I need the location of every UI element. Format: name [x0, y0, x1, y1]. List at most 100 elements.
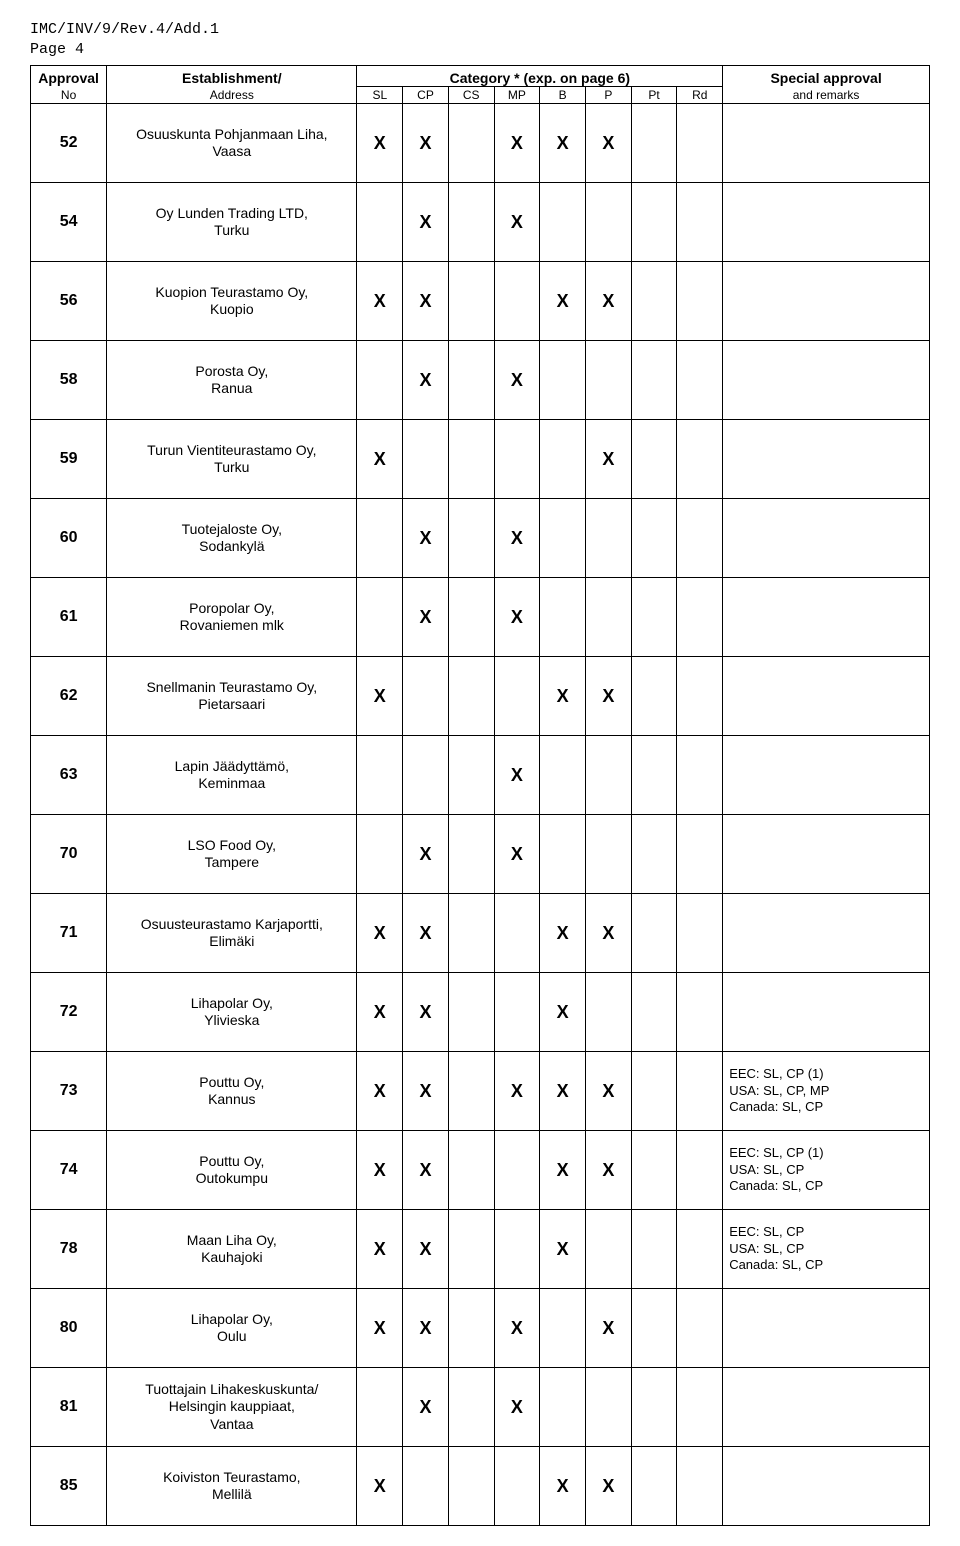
- establishment-name: Lihapolar Oy,: [111, 995, 352, 1013]
- cat-p-cell: [585, 1210, 631, 1289]
- cat-rd-cell: [677, 1368, 723, 1447]
- cat-cp-cell: X: [403, 1289, 449, 1368]
- header-cat-pt: Pt: [631, 87, 677, 104]
- approval-no: 85: [31, 1447, 107, 1526]
- cat-b-cell: X: [540, 1447, 586, 1526]
- cat-p-cell: X: [585, 420, 631, 499]
- header-category-group: Category * (exp. on page 6): [357, 66, 723, 87]
- establishment-cell: LSO Food Oy,Tampere: [107, 815, 357, 894]
- table-row: 63Lapin Jäädyttämö,KeminmaaX: [31, 736, 930, 815]
- cat-cp-cell: X: [403, 341, 449, 420]
- approval-no: 54: [31, 183, 107, 262]
- establishment-address: Oulu: [111, 1328, 352, 1346]
- cat-cp-cell: X: [403, 499, 449, 578]
- approval-no: 71: [31, 894, 107, 973]
- cat-b-cell: [540, 1289, 586, 1368]
- cat-mp-cell: [494, 1210, 540, 1289]
- cat-sl-cell: X: [357, 1052, 403, 1131]
- cat-b-cell: X: [540, 1052, 586, 1131]
- remarks-cell: EEC: SL, CP (1) USA: SL, CP Canada: SL, …: [723, 1131, 930, 1210]
- cat-cs-cell: [448, 420, 494, 499]
- cat-pt-cell: [631, 1447, 677, 1526]
- header-remarks-bottom: and remarks: [723, 87, 930, 104]
- establishment-name: Snellmanin Teurastamo Oy,: [111, 679, 352, 697]
- approval-no: 80: [31, 1289, 107, 1368]
- cat-rd-cell: [677, 341, 723, 420]
- approval-no: 73: [31, 1052, 107, 1131]
- approval-no: 81: [31, 1368, 107, 1447]
- cat-p-cell: X: [585, 894, 631, 973]
- table-row: 58Porosta Oy,RanuaXX: [31, 341, 930, 420]
- header-cat-b: B: [540, 87, 586, 104]
- header-cat-cp: CP: [403, 87, 449, 104]
- cat-rd-cell: [677, 815, 723, 894]
- establishment-cell: Pouttu Oy,Kannus: [107, 1052, 357, 1131]
- establishment-address: Elimäki: [111, 933, 352, 951]
- cat-sl-cell: [357, 815, 403, 894]
- cat-cs-cell: [448, 104, 494, 183]
- cat-b-cell: [540, 420, 586, 499]
- cat-sl-cell: X: [357, 1447, 403, 1526]
- cat-rd-cell: [677, 499, 723, 578]
- establishment-cell: Oy Lunden Trading LTD,Turku: [107, 183, 357, 262]
- table-row: 52Osuuskunta Pohjanmaan Liha,VaasaXXXXX: [31, 104, 930, 183]
- cat-p-cell: [585, 499, 631, 578]
- cat-rd-cell: [677, 420, 723, 499]
- approval-no: 52: [31, 104, 107, 183]
- approval-no: 62: [31, 657, 107, 736]
- table-row: 54Oy Lunden Trading LTD,TurkuXX: [31, 183, 930, 262]
- establishment-cell: Kuopion Teurastamo Oy,Kuopio: [107, 262, 357, 341]
- cat-sl-cell: X: [357, 1131, 403, 1210]
- cat-rd-cell: [677, 1052, 723, 1131]
- cat-p-cell: X: [585, 1289, 631, 1368]
- cat-mp-cell: X: [494, 499, 540, 578]
- header-cat-cs: CS: [448, 87, 494, 104]
- establishment-cell: Pouttu Oy,Outokumpu: [107, 1131, 357, 1210]
- cat-sl-cell: [357, 578, 403, 657]
- cat-cp-cell: X: [403, 104, 449, 183]
- cat-pt-cell: [631, 341, 677, 420]
- cat-cs-cell: [448, 578, 494, 657]
- cat-sl-cell: X: [357, 1210, 403, 1289]
- cat-sl-cell: [357, 183, 403, 262]
- cat-p-cell: X: [585, 1447, 631, 1526]
- establishment-address: Pietarsaari: [111, 696, 352, 714]
- cat-mp-cell: [494, 973, 540, 1052]
- approval-no: 74: [31, 1131, 107, 1210]
- cat-cs-cell: [448, 1131, 494, 1210]
- cat-b-cell: X: [540, 262, 586, 341]
- cat-mp-cell: [494, 420, 540, 499]
- cat-p-cell: [585, 1368, 631, 1447]
- remarks-cell: [723, 973, 930, 1052]
- cat-cs-cell: [448, 183, 494, 262]
- header-approval-top: Approval: [31, 66, 107, 87]
- cat-cp-cell: X: [403, 578, 449, 657]
- cat-b-cell: [540, 736, 586, 815]
- table-row: 73Pouttu Oy,KannusXXXXXEEC: SL, CP (1) U…: [31, 1052, 930, 1131]
- establishment-address: Keminmaa: [111, 775, 352, 793]
- establishment-name: Tuottajain Lihakeskuskunta/: [111, 1381, 352, 1399]
- table-row: 61Poropolar Oy,Rovaniemen mlkXX: [31, 578, 930, 657]
- establishment-cell: Koiviston Teurastamo,Mellilä: [107, 1447, 357, 1526]
- establishment-address: Vaasa: [111, 143, 352, 161]
- cat-p-cell: X: [585, 262, 631, 341]
- cat-b-cell: [540, 341, 586, 420]
- cat-sl-cell: [357, 1368, 403, 1447]
- cat-pt-cell: [631, 1131, 677, 1210]
- cat-p-cell: X: [585, 657, 631, 736]
- cat-mp-cell: X: [494, 736, 540, 815]
- cat-pt-cell: [631, 1052, 677, 1131]
- cat-rd-cell: [677, 104, 723, 183]
- approval-no: 78: [31, 1210, 107, 1289]
- cat-cp-cell: X: [403, 183, 449, 262]
- establishment-cell: Maan Liha Oy,Kauhajoki: [107, 1210, 357, 1289]
- cat-b-cell: X: [540, 1210, 586, 1289]
- header-remarks-top: Special approval: [723, 66, 930, 87]
- cat-rd-cell: [677, 262, 723, 341]
- cat-pt-cell: [631, 736, 677, 815]
- cat-b-cell: X: [540, 104, 586, 183]
- table-row: 62Snellmanin Teurastamo Oy,PietarsaariXX…: [31, 657, 930, 736]
- establishment-address: Mellilä: [111, 1486, 352, 1504]
- remarks-cell: [723, 420, 930, 499]
- remarks-cell: [723, 104, 930, 183]
